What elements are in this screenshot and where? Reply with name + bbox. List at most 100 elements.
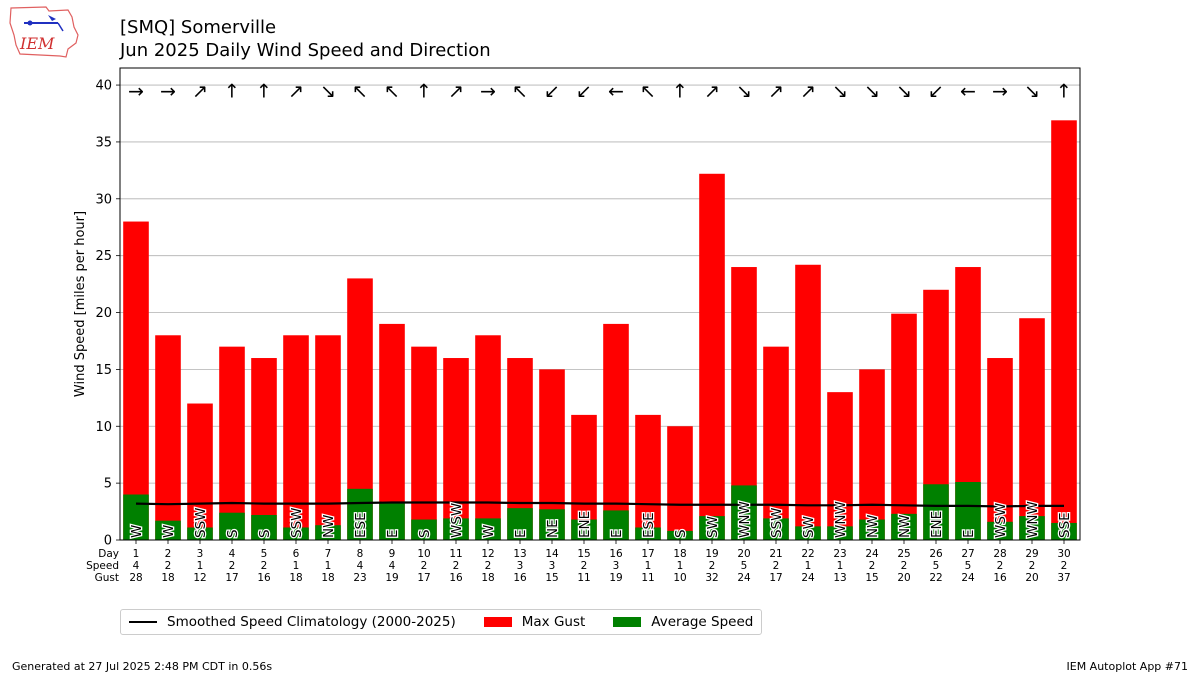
gust-bar <box>1019 318 1045 540</box>
gust-label: 11 <box>641 572 654 584</box>
y-tick-label: 10 <box>95 420 112 435</box>
direction-label: ESE <box>353 512 369 538</box>
average-speed-bar <box>251 514 277 540</box>
gust-bar <box>571 414 597 540</box>
y-tick-label: 0 <box>104 534 112 549</box>
speed-label: 5 <box>965 560 972 572</box>
direction-arrow: ↑ <box>672 80 688 102</box>
gust-bar <box>155 335 181 540</box>
gust-bar <box>635 414 661 540</box>
direction-label: WNW <box>1025 501 1041 538</box>
gust-label: 16 <box>257 572 271 584</box>
gust-bar <box>315 335 341 540</box>
direction-label: W <box>161 525 177 538</box>
gust-bar <box>251 358 277 540</box>
y-tick-label: 5 <box>104 477 112 492</box>
speed-label: 2 <box>709 560 716 572</box>
direction-arrow: ↗ <box>800 80 816 102</box>
direction-arrow: ↙ <box>576 80 592 102</box>
y-tick-label: 20 <box>95 306 112 321</box>
direction-arrow: ↑ <box>416 80 432 102</box>
gust-bar <box>859 369 885 540</box>
gust-bar <box>667 426 693 540</box>
direction-arrow: ↙ <box>544 80 560 102</box>
gust-label: 28 <box>129 572 142 584</box>
speed-label: 1 <box>805 560 812 572</box>
gust-label: 10 <box>673 572 686 584</box>
legend-item-average: Average Speed <box>613 614 753 630</box>
direction-arrow: ↗ <box>448 80 464 102</box>
gust-bar <box>763 346 789 540</box>
speed-label: 1 <box>197 560 204 572</box>
direction-label: SSE <box>1057 512 1073 538</box>
speed-label: 4 <box>133 560 140 572</box>
average-speed-bar <box>187 527 213 540</box>
gust-label: 37 <box>1057 572 1070 584</box>
direction-label: NW <box>321 515 337 538</box>
direction-label: SW <box>705 516 721 538</box>
direction-arrow: ← <box>608 80 624 102</box>
gust-label: 17 <box>225 572 238 584</box>
average-speed-bar <box>859 519 885 540</box>
direction-label: E <box>385 529 401 538</box>
direction-arrow: ↗ <box>768 80 784 102</box>
day-label: 29 <box>1025 548 1038 560</box>
gust-bar <box>443 358 469 540</box>
speed-label: 4 <box>357 560 364 572</box>
gust-bar <box>827 392 853 540</box>
day-label: 17 <box>641 548 654 560</box>
day-label: 26 <box>929 548 943 560</box>
speed-label: 2 <box>1061 560 1068 572</box>
day-label: 3 <box>197 548 204 560</box>
gust-bar <box>987 358 1013 540</box>
direction-label: ENE <box>577 511 593 538</box>
speed-label: 1 <box>645 560 652 572</box>
y-tick-label: 40 <box>95 79 112 94</box>
speed-label: 2 <box>453 560 460 572</box>
direction-label: W <box>129 525 145 538</box>
gust-label: 24 <box>801 572 815 584</box>
direction-arrow: ↙ <box>928 80 944 102</box>
direction-label: WNW <box>833 501 849 538</box>
gust-label: 20 <box>1025 572 1038 584</box>
logo-text: IEM <box>19 34 55 53</box>
speed-label: 5 <box>933 560 940 572</box>
day-label: 7 <box>325 548 332 560</box>
average-speed-bar <box>955 481 981 540</box>
average-speed-bar <box>411 519 437 540</box>
speed-label: 5 <box>741 560 748 572</box>
direction-label: W <box>481 525 497 538</box>
direction-label: WNW <box>737 501 753 538</box>
direction-label: E <box>609 529 625 538</box>
day-label: 23 <box>833 548 846 560</box>
gust-label: 24 <box>961 572 975 584</box>
speed-label: 2 <box>165 560 172 572</box>
direction-arrow: ↘ <box>832 80 848 102</box>
direction-arrow: ↘ <box>320 80 336 102</box>
speed-label: 2 <box>901 560 908 572</box>
speed-label: 1 <box>325 560 332 572</box>
gust-label: 16 <box>513 572 527 584</box>
y-tick-label: 35 <box>95 135 112 150</box>
average-speed-bar <box>571 519 597 540</box>
direction-label: E <box>513 529 529 538</box>
speed-label: 2 <box>1029 560 1036 572</box>
day-label: 19 <box>705 548 718 560</box>
gust-bar <box>283 335 309 540</box>
gust-bar <box>475 335 501 540</box>
legend-item-gust: Max Gust <box>483 614 585 630</box>
direction-label: SSW <box>769 508 785 539</box>
average-speed-bar <box>699 516 725 540</box>
direction-label: E <box>961 529 977 538</box>
direction-label: NW <box>865 515 881 538</box>
average-speed-bar <box>475 518 501 540</box>
day-label: 20 <box>737 548 750 560</box>
gust-label: 15 <box>865 572 878 584</box>
gust-bar <box>187 403 213 540</box>
footer-generated: Generated at 27 Jul 2025 2:48 PM CDT in … <box>12 660 273 673</box>
speed-label: 2 <box>485 560 492 572</box>
direction-label: NW <box>897 515 913 538</box>
gust-label: 16 <box>993 572 1007 584</box>
gust-label: 18 <box>481 572 494 584</box>
day-label: 15 <box>577 548 590 560</box>
